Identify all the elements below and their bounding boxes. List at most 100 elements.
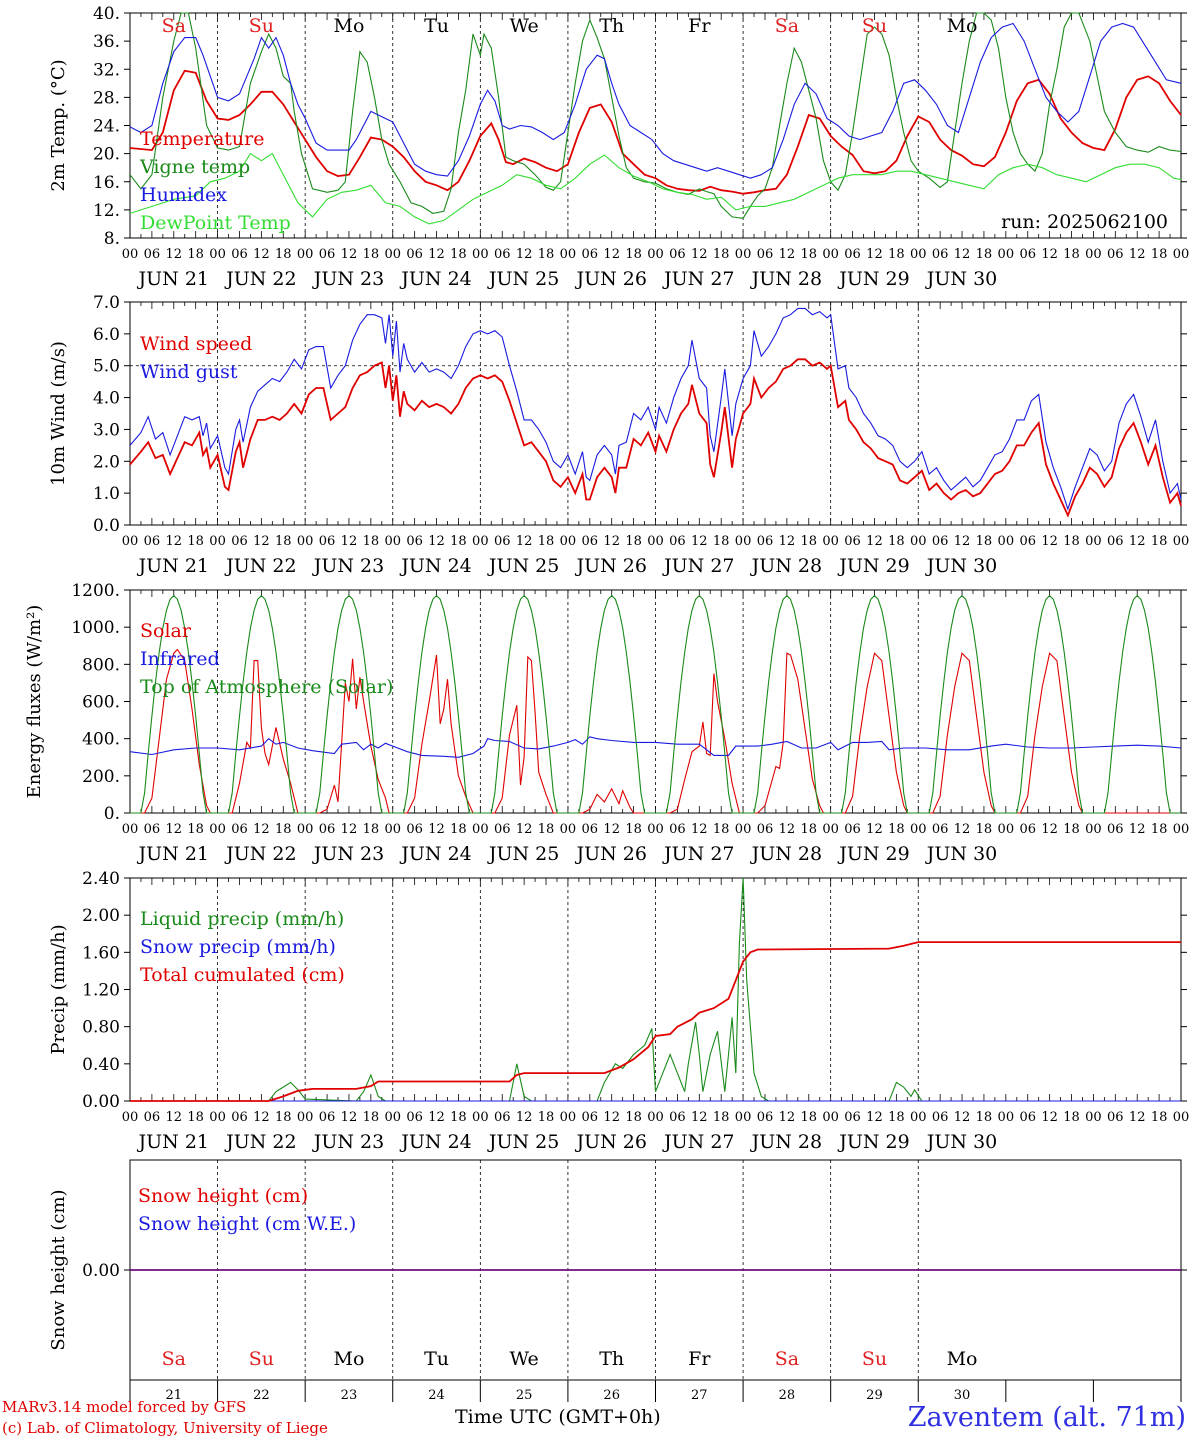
series-line-wind-gust	[129, 307, 1182, 511]
hour-tick-label: 06	[932, 1110, 949, 1125]
y-axis-label: Snow height (cm)	[48, 1189, 69, 1350]
hour-tick-label: 18	[713, 534, 730, 549]
hour-tick-label: 06	[231, 1110, 248, 1125]
date-label: JUN 22	[224, 268, 296, 290]
hour-tick-label: 18	[888, 534, 905, 549]
y-tick-label: 40.	[93, 4, 120, 24]
series-line-liquid-precip-mm-h-	[130, 877, 1181, 1102]
credit-line-2: (c) Lab. of Climatology, University of L…	[2, 1419, 328, 1437]
hour-tick-label: 12	[954, 534, 971, 549]
hour-tick-label: 12	[166, 822, 183, 837]
hour-tick-label: 00	[647, 534, 664, 549]
series-line-dewpoint-temp	[129, 152, 1182, 225]
hour-tick-label: 06	[757, 822, 774, 837]
weekday-label-bottom: Sa	[162, 1348, 186, 1370]
hour-tick-label: 18	[1063, 534, 1080, 549]
hour-tick-label: 06	[844, 534, 861, 549]
hour-tick-label: 12	[603, 247, 620, 262]
hour-tick-label: 18	[888, 822, 905, 837]
panel-frame	[129, 12, 1182, 239]
hour-tick-label: 18	[275, 534, 292, 549]
hour-tick-label: 06	[1019, 822, 1036, 837]
hour-tick-label: 06	[144, 1110, 161, 1125]
date-label: JUN 21	[137, 843, 209, 865]
hour-tick-label: 00	[122, 247, 139, 262]
date-label: JUN 25	[487, 268, 559, 290]
hour-tick-label: 12	[1129, 822, 1146, 837]
hour-tick-label: 18	[800, 247, 817, 262]
hour-tick-label: 00	[209, 822, 226, 837]
hour-tick-label: 06	[1019, 534, 1036, 549]
date-label: JUN 25	[487, 843, 559, 865]
weekday-label-top: Su	[862, 15, 887, 37]
hour-tick-label: 12	[428, 534, 445, 549]
weekday-label-bottom: Mo	[947, 1348, 978, 1370]
y-axis-label: 10m Wind (m/s)	[48, 341, 69, 486]
day-number-label: 27	[691, 1388, 708, 1403]
hour-tick-label: 12	[253, 1110, 270, 1125]
weekday-label-top: We	[510, 15, 539, 37]
series-line-solar	[130, 648, 1181, 814]
hour-tick-label: 06	[1019, 1110, 1036, 1125]
legend-entry: Humidex	[140, 184, 227, 206]
date-label: JUN 26	[574, 555, 646, 577]
hour-tick-label: 18	[888, 247, 905, 262]
hour-tick-label: 12	[954, 822, 971, 837]
weekday-label-bottom: Th	[599, 1348, 624, 1370]
hour-tick-label: 12	[866, 822, 883, 837]
date-label: JUN 26	[574, 268, 646, 290]
hour-tick-label: 06	[319, 1110, 336, 1125]
hour-tick-label: 06	[231, 822, 248, 837]
hour-tick-label: 12	[866, 1110, 883, 1125]
hour-tick-label: 12	[1129, 1110, 1146, 1125]
y-tick-label: 3.0	[93, 420, 120, 440]
hour-tick-label: 06	[582, 1110, 599, 1125]
day-number-label: 22	[253, 1388, 270, 1403]
hour-tick-label: 12	[341, 534, 358, 549]
y-tick-label: 12.	[93, 201, 120, 221]
hour-tick-label: 00	[384, 534, 401, 549]
y-tick-label: 0.00	[82, 1261, 120, 1281]
date-label: JUN 27	[662, 268, 734, 290]
hour-tick-label: 06	[669, 1110, 686, 1125]
hour-tick-label: 12	[516, 534, 533, 549]
hour-tick-label: 06	[757, 1110, 774, 1125]
weekday-label-bottom: Sa	[775, 1348, 799, 1370]
hour-tick-label: 18	[538, 1110, 555, 1125]
hour-tick-label: 12	[691, 822, 708, 837]
hour-tick-label: 06	[319, 534, 336, 549]
hour-tick-label: 18	[1151, 822, 1168, 837]
hour-tick-label: 12	[1129, 534, 1146, 549]
hour-tick-label: 12	[341, 822, 358, 837]
hour-tick-label: 06	[932, 534, 949, 549]
date-label: JUN 24	[399, 268, 471, 290]
hour-tick-label: 18	[187, 534, 204, 549]
hour-tick-label: 00	[1173, 534, 1190, 549]
hour-tick-label: 18	[450, 822, 467, 837]
hour-tick-label: 18	[1151, 534, 1168, 549]
hour-tick-label: 06	[1107, 534, 1124, 549]
day-number-label: 21	[166, 1388, 183, 1403]
y-tick-label: 24.	[93, 117, 120, 137]
hour-tick-label: 12	[166, 247, 183, 262]
hour-tick-label: 06	[1107, 1110, 1124, 1125]
hour-tick-label: 18	[275, 247, 292, 262]
date-label: JUN 30	[925, 843, 997, 865]
hour-tick-label: 06	[231, 247, 248, 262]
hour-tick-label: 12	[516, 822, 533, 837]
date-label: JUN 25	[487, 555, 559, 577]
weekday-label-top: Fr	[688, 15, 711, 37]
hour-tick-label: 00	[560, 1110, 577, 1125]
hour-tick-label: 18	[450, 1110, 467, 1125]
hour-tick-label: 00	[209, 1110, 226, 1125]
hour-tick-label: 12	[428, 1110, 445, 1125]
hour-tick-label: 12	[603, 1110, 620, 1125]
hour-tick-label: 18	[713, 247, 730, 262]
hour-tick-label: 18	[888, 1110, 905, 1125]
date-label: JUN 29	[837, 1131, 909, 1153]
hour-tick-label: 18	[1151, 1110, 1168, 1125]
hour-tick-label: 06	[494, 1110, 511, 1125]
y-tick-label: 6.0	[93, 325, 120, 345]
hour-tick-label: 18	[976, 822, 993, 837]
legend-entry: Temperature	[140, 128, 264, 150]
